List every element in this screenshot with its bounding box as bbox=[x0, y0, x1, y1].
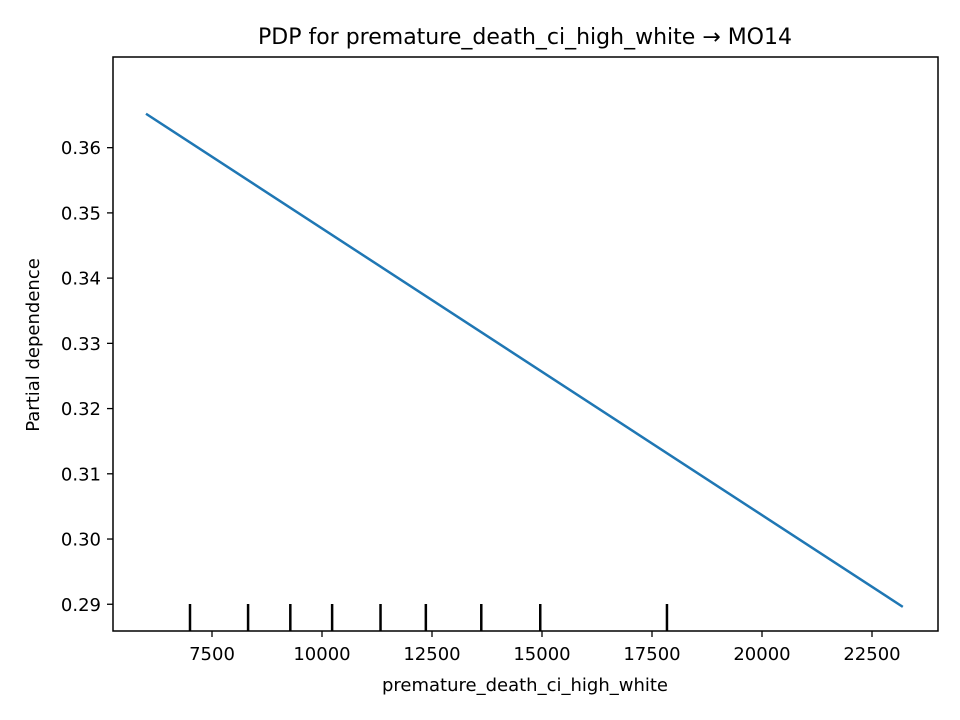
x-tick-label-2: 12500 bbox=[403, 644, 460, 665]
y-tick-label-2: 0.31 bbox=[61, 464, 101, 485]
axes-frame bbox=[112, 56, 939, 632]
y-tick-label-7: 0.36 bbox=[61, 138, 101, 159]
x-tick-label-4: 17500 bbox=[623, 644, 680, 665]
x-tick-label-1: 10000 bbox=[293, 644, 350, 665]
y-tick-label-4: 0.33 bbox=[61, 334, 101, 355]
x-tick-label-3: 15000 bbox=[513, 644, 570, 665]
series-line-0 bbox=[145, 112, 904, 608]
chart-title: PDP for premature_death_ci_high_white → … bbox=[258, 25, 792, 50]
y-axis-label: Partial dependence bbox=[23, 258, 44, 432]
x-tick-label-0: 7500 bbox=[189, 644, 235, 665]
x-tick-label-6: 22500 bbox=[843, 644, 900, 665]
x-axis-label: premature_death_ci_high_white bbox=[382, 675, 668, 696]
y-tick-label-1: 0.30 bbox=[61, 530, 101, 551]
x-tick-label-5: 20000 bbox=[733, 644, 790, 665]
y-tick-label-6: 0.35 bbox=[61, 203, 101, 224]
y-tick-label-5: 0.34 bbox=[61, 269, 101, 290]
y-tick-label-0: 0.29 bbox=[61, 595, 101, 616]
y-tick-label-3: 0.32 bbox=[61, 399, 101, 420]
plot-area: 7500 10000 12500 15000 17500 20000 22500 0.29 0.… bbox=[61, 56, 939, 665]
